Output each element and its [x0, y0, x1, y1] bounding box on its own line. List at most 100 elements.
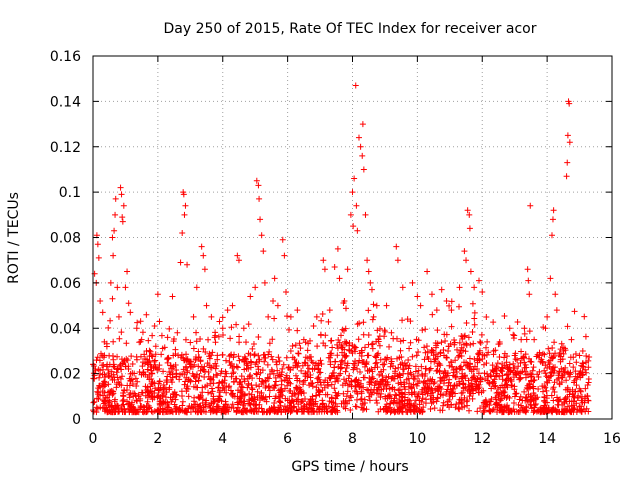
data-point: [407, 318, 414, 325]
data-point: [344, 362, 351, 369]
data-point: [337, 370, 344, 377]
data-point: [105, 366, 112, 373]
data-point: [466, 407, 473, 414]
data-point: [205, 369, 212, 376]
data-point: [346, 372, 353, 379]
data-point: [460, 341, 467, 348]
data-point: [301, 395, 308, 402]
data-point: [358, 388, 365, 395]
data-point: [484, 377, 491, 384]
data-point: [422, 365, 429, 372]
data-point: [329, 344, 336, 351]
data-point: [365, 332, 372, 339]
data-point: [231, 378, 238, 385]
data-point: [418, 406, 425, 413]
data-point: [469, 329, 476, 336]
data-point: [436, 368, 443, 375]
data-point: [246, 396, 253, 403]
data-point: [374, 327, 381, 334]
data-point: [120, 202, 127, 209]
data-point: [259, 378, 266, 385]
data-point: [505, 377, 512, 384]
data-point: [415, 367, 422, 374]
data-point: [197, 408, 204, 415]
data-point: [396, 372, 403, 379]
data-point: [296, 340, 303, 347]
data-point: [214, 356, 221, 363]
data-point: [530, 364, 537, 371]
data-point: [271, 315, 278, 322]
data-point: [521, 388, 528, 395]
data-point: [356, 320, 363, 327]
data-point: [448, 323, 455, 330]
data-point: [226, 383, 233, 390]
data-point: [361, 405, 368, 412]
data-point: [171, 336, 178, 343]
data-point: [137, 402, 144, 409]
data-point: [308, 357, 315, 364]
data-point: [523, 336, 530, 343]
data-point: [418, 363, 425, 370]
data-point: [272, 374, 279, 381]
data-point: [158, 351, 165, 358]
data-point: [453, 401, 460, 408]
data-point: [326, 307, 333, 314]
data-point: [276, 358, 283, 365]
y-tick-label: 0.14: [50, 94, 81, 110]
data-point: [219, 314, 226, 321]
data-point: [471, 284, 478, 291]
data-point: [350, 366, 357, 373]
data-point: [227, 335, 234, 342]
data-point: [405, 375, 412, 382]
data-point: [340, 327, 347, 334]
data-point: [259, 367, 266, 374]
data-point: [100, 400, 107, 407]
data-point: [143, 311, 150, 318]
data-point: [503, 371, 510, 378]
grid-lines: [93, 56, 612, 419]
data-point: [183, 388, 190, 395]
x-axis-label: GPS time / hours: [291, 459, 408, 475]
data-point: [93, 409, 100, 416]
data-point: [256, 358, 263, 365]
data-point: [214, 407, 221, 414]
data-point: [533, 353, 540, 360]
data-point: [490, 380, 497, 387]
data-point: [278, 377, 285, 384]
data-point: [332, 378, 339, 385]
data-point: [331, 407, 338, 414]
data-point: [118, 191, 125, 198]
data-point: [123, 355, 130, 362]
data-point: [322, 391, 329, 398]
data-point: [458, 352, 465, 359]
data-point: [531, 336, 538, 343]
data-point: [217, 370, 224, 377]
data-point: [253, 382, 260, 389]
data-point: [307, 374, 314, 381]
data-point: [484, 338, 491, 345]
data-point: [361, 359, 368, 366]
data-point: [132, 392, 139, 399]
data-point: [334, 345, 341, 352]
data-point: [266, 348, 273, 355]
data-point: [193, 329, 200, 336]
data-point: [522, 361, 529, 368]
data-point: [201, 266, 208, 273]
data-point: [140, 371, 147, 378]
data-point: [429, 376, 436, 383]
data-point: [187, 378, 194, 385]
data-point: [552, 291, 559, 298]
data-point: [526, 328, 533, 335]
data-point: [99, 362, 106, 369]
data-point: [189, 370, 196, 377]
data-point: [501, 354, 508, 361]
data-point: [272, 408, 279, 415]
data-point: [367, 279, 374, 286]
data-point: [521, 359, 528, 366]
data-point: [293, 407, 300, 414]
data-point: [268, 366, 275, 373]
data-point: [229, 302, 236, 309]
data-point: [140, 409, 147, 416]
data-point: [320, 379, 327, 386]
data-point: [236, 379, 243, 386]
